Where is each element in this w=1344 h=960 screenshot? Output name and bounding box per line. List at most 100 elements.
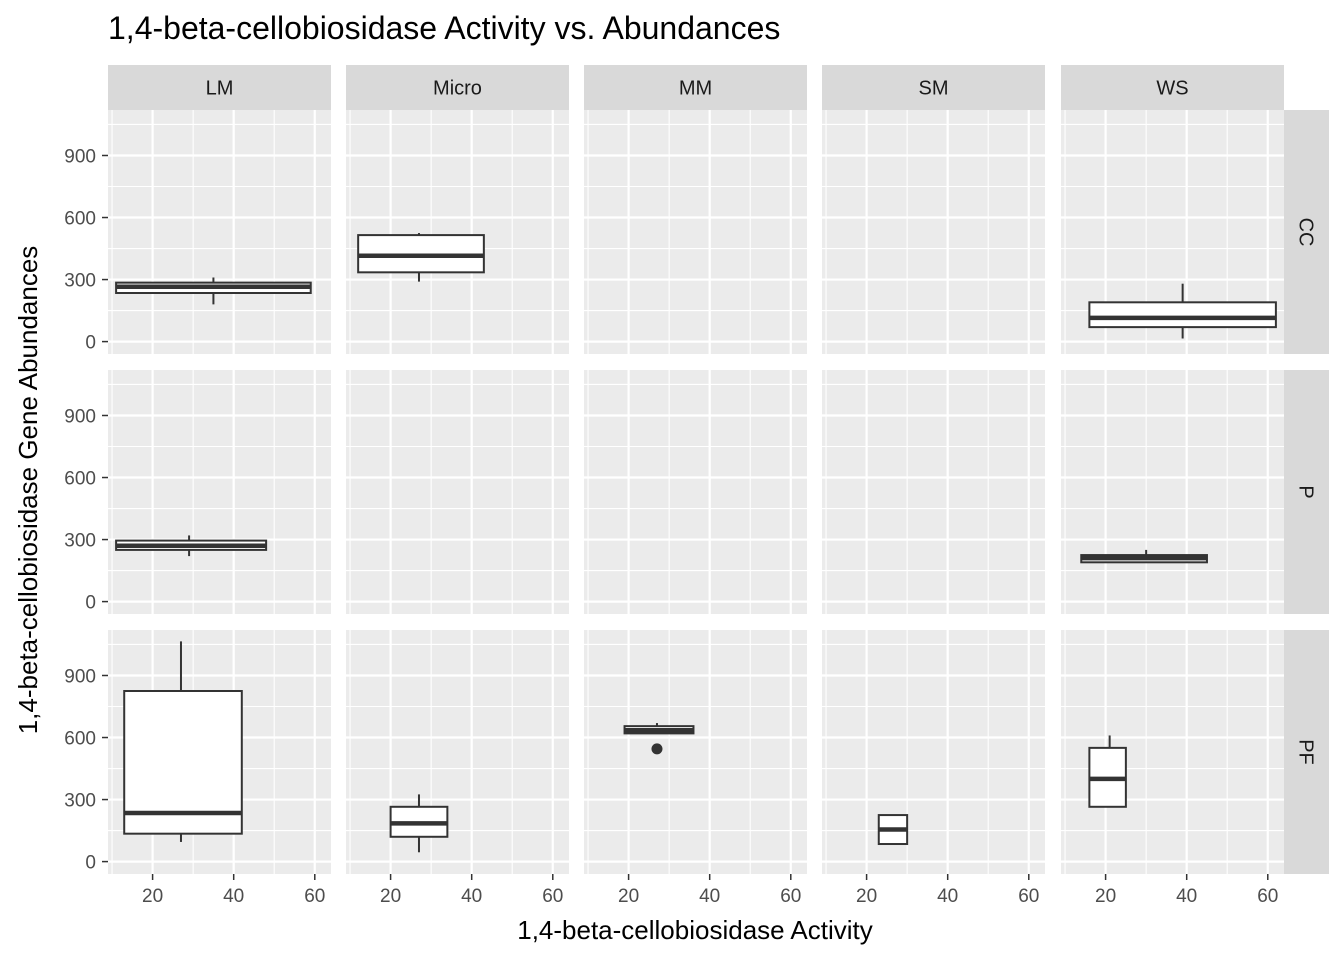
strip-background	[822, 65, 1045, 110]
panel-background	[346, 370, 569, 614]
x-axis-ws: 20 40 60	[1095, 874, 1278, 907]
panel-micro-pf	[346, 630, 569, 874]
y-tick-label: 900	[64, 406, 96, 427]
y-tick-label: 600	[64, 209, 96, 230]
facet-panels: LM Micro MM SM WS CC P PF	[108, 65, 1329, 874]
boxplot-mm-pf	[623, 723, 695, 755]
boxplot-lm-cc	[115, 277, 312, 305]
y-tick-label: 300	[64, 531, 96, 552]
boxplot-lm-pf	[123, 641, 243, 842]
strip-background	[1284, 110, 1329, 354]
row-strip-label: CC	[1295, 218, 1317, 247]
panel-sm-p	[822, 370, 1045, 614]
panel-background	[822, 110, 1045, 354]
panel-background	[584, 370, 807, 614]
box-iqr	[123, 690, 243, 835]
x-tick-label: 60	[304, 886, 325, 907]
x-axis-title: 1,4-beta-cellobiosidase Activity	[517, 915, 873, 945]
panel-background	[584, 110, 807, 354]
x-tick-label: 20	[142, 886, 163, 907]
y-tick-label: 0	[85, 593, 96, 614]
y-axis-title: 1,4-beta-cellobiosidase Gene Abundances	[13, 246, 43, 735]
x-axis-mm: 20 40 60	[618, 874, 801, 907]
x-axes: 20 40 60 20 40 60 20 40 60 20 40 60 20 40 60	[142, 874, 1278, 907]
x-tick-label: 20	[380, 886, 401, 907]
y-axis-p: 0 300 600 900	[64, 406, 108, 614]
x-tick-label: 20	[856, 886, 877, 907]
y-tick-label: 300	[64, 791, 96, 812]
boxplot-micro-cc	[357, 233, 485, 282]
outlier-point	[651, 743, 663, 755]
x-axis-sm: 20 40 60	[856, 874, 1039, 907]
panel-background	[346, 110, 569, 354]
column-strip-label: MM	[679, 78, 712, 100]
boxplot-ws-pf	[1088, 735, 1127, 808]
x-tick-label: 40	[461, 886, 482, 907]
row-strip-label: P	[1295, 485, 1317, 498]
column-strip-label: LM	[206, 78, 234, 100]
x-tick-label: 20	[1095, 886, 1116, 907]
y-tick-label: 0	[85, 853, 96, 874]
panel-background	[822, 630, 1045, 874]
panel-background	[108, 110, 331, 354]
panel-micro-cc	[346, 110, 569, 354]
panel-background	[346, 630, 569, 874]
x-tick-label: 40	[937, 886, 958, 907]
panel-lm-p	[108, 370, 331, 614]
y-axis-cc: 0 300 600 900	[64, 146, 108, 354]
panel-background	[584, 630, 807, 874]
strip-background	[584, 65, 807, 110]
x-tick-label: 40	[699, 886, 720, 907]
y-tick-label: 900	[64, 146, 96, 167]
strip-background	[1284, 370, 1329, 614]
boxplot-micro-pf	[389, 794, 449, 853]
row-strip-cc: CC	[1284, 110, 1329, 354]
panel-background	[1061, 370, 1284, 614]
panel-background	[108, 370, 331, 614]
y-tick-label: 900	[64, 666, 96, 687]
row-strip-p: P	[1284, 370, 1329, 614]
y-tick-label: 300	[64, 271, 96, 292]
boxplot-ws-cc	[1088, 283, 1277, 339]
column-strip-label: Micro	[433, 78, 482, 100]
column-strip-mm: MM	[584, 65, 807, 110]
x-tick-label: 60	[1257, 886, 1278, 907]
x-tick-label: 40	[223, 886, 244, 907]
boxplot-sm-pf	[877, 814, 909, 846]
boxplot-lm-p	[115, 535, 268, 557]
x-tick-label: 60	[780, 886, 801, 907]
column-strip-label: WS	[1156, 78, 1188, 100]
x-tick-label: 20	[618, 886, 639, 907]
x-tick-label: 40	[1176, 886, 1197, 907]
panel-sm-cc	[822, 110, 1045, 354]
column-strip-sm: SM	[822, 65, 1045, 110]
column-strip-micro: Micro	[346, 65, 569, 110]
x-axis-micro: 20 40 60	[380, 874, 563, 907]
y-tick-label: 600	[64, 729, 96, 750]
y-tick-label: 0	[85, 333, 96, 354]
row-strip-label: PF	[1295, 739, 1317, 765]
panel-mm-cc	[584, 110, 807, 354]
x-tick-label: 60	[1018, 886, 1039, 907]
y-tick-label: 600	[64, 469, 96, 490]
column-strip-ws: WS	[1061, 65, 1284, 110]
strip-background	[1061, 65, 1284, 110]
y-axes: 0 300 600 900 0 300 600 900 0 300 600 900	[64, 146, 108, 874]
panel-sm-pf	[822, 630, 1045, 874]
x-tick-label: 60	[542, 886, 563, 907]
panel-mm-p	[584, 370, 807, 614]
box-iqr	[1088, 301, 1277, 329]
strip-background	[108, 65, 331, 110]
panel-mm-pf	[584, 630, 807, 874]
y-axis-pf: 0 300 600 900	[64, 666, 108, 874]
x-axis-lm: 20 40 60	[142, 874, 325, 907]
strip-background	[346, 65, 569, 110]
panel-lm-cc	[108, 110, 331, 354]
panel-micro-p	[346, 370, 569, 614]
row-strip-pf: PF	[1284, 630, 1329, 874]
panel-ws-p	[1061, 370, 1284, 614]
boxplot-ws-p	[1080, 549, 1208, 564]
column-strip-label: SM	[919, 78, 949, 100]
panel-background	[822, 370, 1045, 614]
